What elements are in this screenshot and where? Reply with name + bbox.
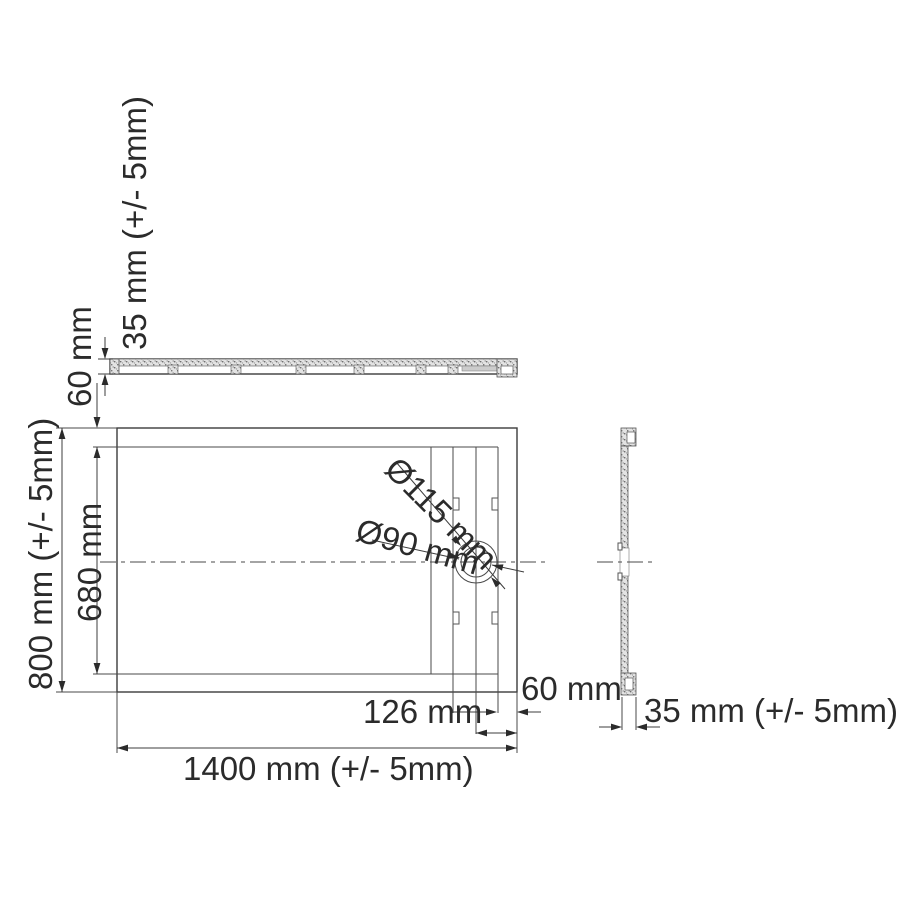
top-profile-view	[109, 358, 518, 378]
side-profile-top-notch	[626, 431, 636, 444]
drain-inner-circle	[460, 546, 492, 578]
top-profile-right-notch	[500, 365, 514, 375]
dim-inner-width: 680 mm	[71, 447, 108, 674]
dim-label-inner-width: 680 mm	[71, 503, 108, 622]
dim-label-top-profile-height: 35 mm (+/- 5mm)	[116, 96, 153, 350]
dim-side-profile-height: 35 mm (+/- 5mm)	[599, 692, 898, 731]
dim-top-rim: 60 mm	[61, 306, 101, 428]
drain-outer-circle	[454, 540, 498, 584]
dim-right-rim: 60 mm	[453, 670, 622, 716]
plan-antislip-ticks	[452, 497, 499, 625]
top-profile-feet	[167, 364, 459, 375]
dim-top-profile-height: 35 mm (+/- 5mm)	[98, 96, 153, 396]
side-profile-bottom-notch	[624, 677, 634, 691]
dim-label-side-profile-height: 35 mm (+/- 5mm)	[644, 692, 898, 729]
bottom-extension-lines	[116, 674, 518, 753]
dim-label-right-rim: 60 mm	[521, 670, 622, 707]
plan-view	[56, 427, 545, 693]
top-profile-drain-recess	[461, 365, 498, 372]
plan-outer-rect	[116, 427, 518, 693]
top-profile-left-end	[109, 358, 120, 375]
dim-label-overall-width: 800 mm (+/- 5mm)	[22, 418, 59, 690]
side-profile-view	[597, 427, 655, 696]
dim-drain-offset: 126 mm	[363, 693, 517, 737]
dim-label-drain-offset: 126 mm	[363, 693, 482, 730]
dim-overall-width: 800 mm (+/- 5mm)	[22, 418, 66, 692]
dim-label-top-rim: 60 mm	[61, 306, 98, 407]
dim-label-overall-length: 1400 mm (+/- 5mm)	[183, 750, 474, 787]
dim-overall-length: 1400 mm (+/- 5mm)	[117, 744, 517, 787]
